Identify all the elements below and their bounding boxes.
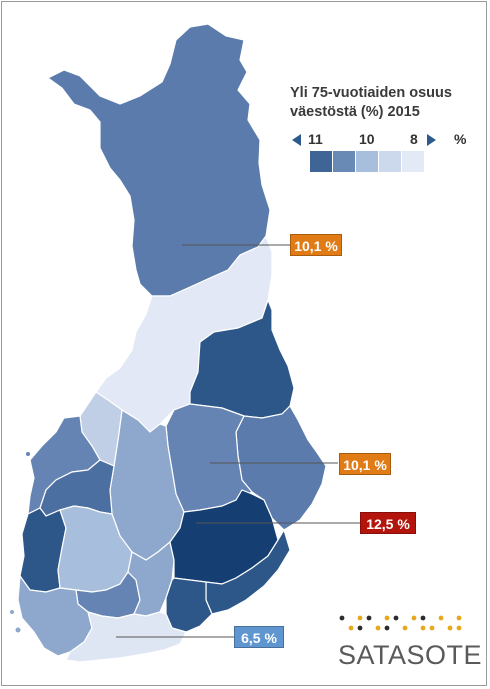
- logo-dot: [420, 615, 426, 621]
- logo-dot: [339, 615, 345, 621]
- logo-dot: [384, 615, 390, 621]
- logo-text: SATASOTE: [338, 640, 483, 670]
- island: [15, 627, 21, 633]
- legend-label-mid: 10: [359, 131, 375, 147]
- region-paijat-hame[interactable]: [127, 540, 175, 617]
- legend-label-low: 8: [410, 131, 418, 147]
- map-title: Yli 75-vuotiaiden osuus väestöstä (%) 20…: [290, 84, 480, 122]
- legend-swatch-5: [402, 151, 424, 172]
- legend-swatch-1: [310, 151, 332, 172]
- logo-dot: [456, 625, 462, 631]
- region-kymenlaakso[interactable]: [165, 577, 213, 633]
- logo-dot: [429, 625, 435, 631]
- logo-dot: [366, 615, 372, 621]
- logo-dot: [375, 625, 381, 631]
- callout-lapland: 10,1 %: [290, 234, 342, 256]
- logo-dot: [447, 625, 453, 631]
- arrow-left-icon: [292, 134, 301, 146]
- logo-dot: [402, 625, 408, 631]
- logo-dot: [357, 615, 363, 621]
- satasote-logo: SATASOTE: [332, 610, 482, 678]
- legend-unit: %: [454, 131, 467, 147]
- legend-label-high: 11: [308, 131, 323, 147]
- logo-dot: [420, 625, 426, 631]
- callout-south-savo: 12,5 %: [360, 512, 416, 534]
- legend-swatch-2: [333, 151, 355, 172]
- island: [10, 610, 14, 614]
- region-lapland[interactable]: [46, 23, 271, 297]
- island: [26, 452, 30, 456]
- logo-dot: [438, 615, 444, 621]
- arrow-right-icon: [427, 134, 436, 146]
- logo-dot: [357, 625, 363, 631]
- callout-north-karelia: 10,1 %: [339, 453, 391, 475]
- logo-dot: [348, 625, 354, 631]
- title-line-1: Yli 75-vuotiaiden osuus: [290, 85, 452, 101]
- logo-dot: [456, 615, 462, 621]
- legend-swatch-3: [356, 151, 378, 172]
- logo-dot: [411, 615, 417, 621]
- logo-dot: [384, 625, 390, 631]
- callout-uusimaa: 6,5 %: [234, 626, 284, 648]
- legend-swatch-4: [379, 151, 401, 172]
- logo-dot: [393, 615, 399, 621]
- title-line-2: väestöstä (%) 2015: [290, 104, 420, 120]
- logo-dots: [339, 615, 462, 631]
- legend-labels: 11 10 8 %: [292, 131, 477, 149]
